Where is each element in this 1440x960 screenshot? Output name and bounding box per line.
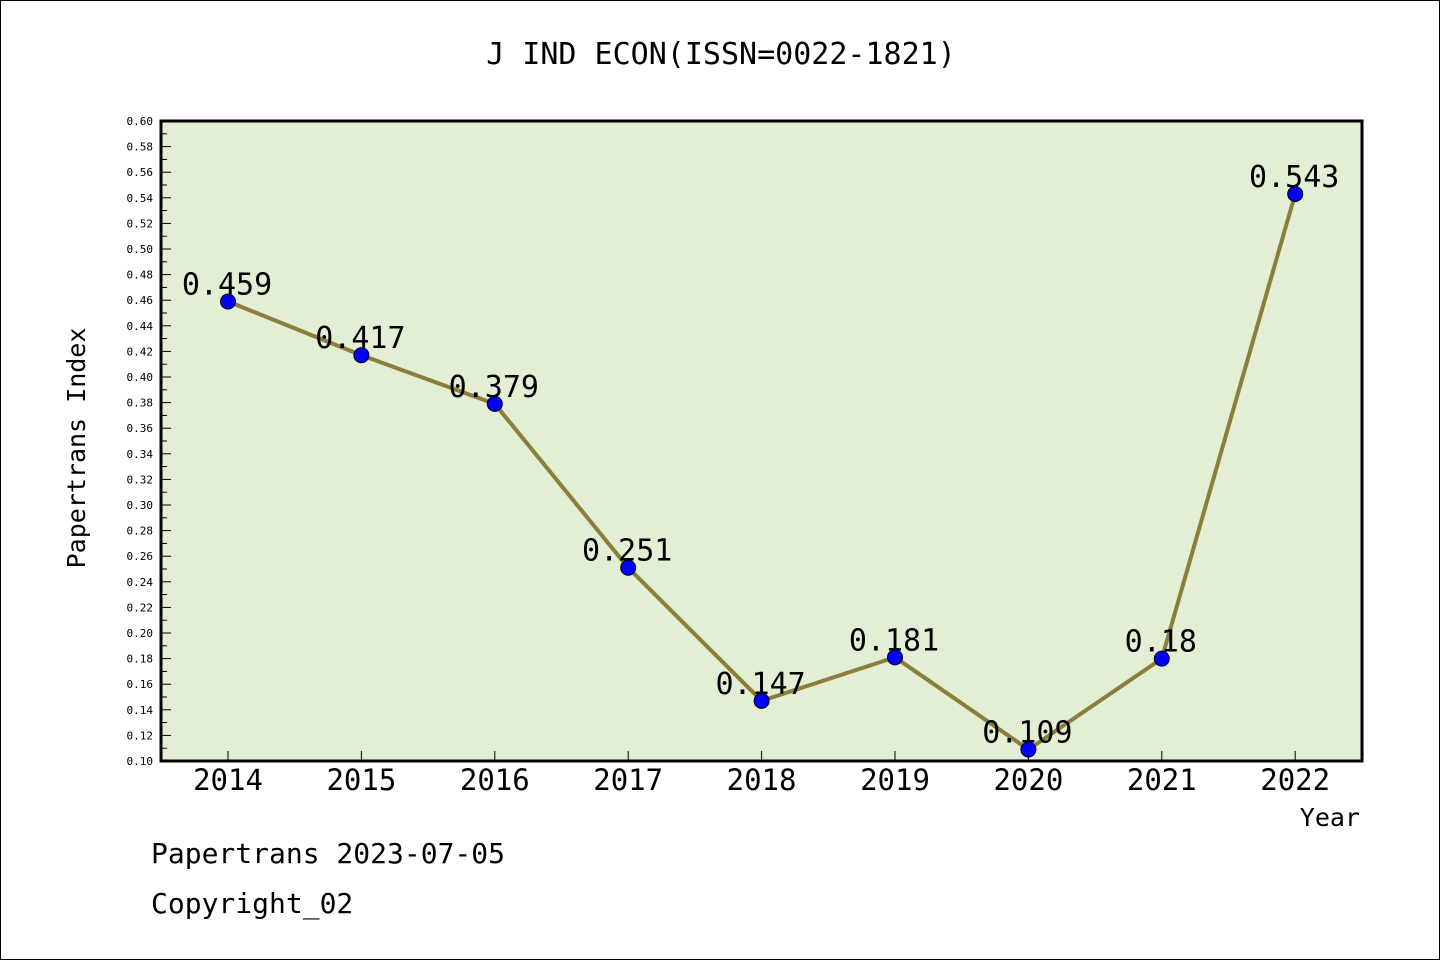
y-tick-label: 0.26 — [127, 550, 154, 563]
y-tick-label: 0.60 — [127, 115, 154, 128]
plot-frame — [159, 119, 1364, 763]
y-tick-label: 0.40 — [127, 371, 154, 384]
x-tick-label: 2021 — [1127, 763, 1197, 797]
footer-date: Papertrans 2023-07-05 — [151, 837, 506, 870]
y-tick-label: 0.30 — [127, 499, 154, 512]
x-tick-label: 2020 — [993, 763, 1063, 797]
data-point — [1287, 185, 1304, 202]
data-label: 0.543 — [1249, 160, 1339, 195]
data-label: 0.109 — [982, 715, 1072, 750]
data-point — [1020, 741, 1037, 758]
data-point — [220, 293, 236, 310]
y-tick-label: 0.12 — [127, 729, 154, 742]
y-tick-label: 0.14 — [127, 704, 154, 717]
y-tick-label: 0.54 — [127, 192, 154, 205]
data-label: 0.379 — [449, 370, 539, 405]
plot-area — [161, 121, 1362, 761]
x-tick-label: 2015 — [326, 763, 396, 797]
y-tick-label: 0.56 — [127, 166, 154, 179]
data-label: 0.147 — [715, 667, 805, 702]
data-label: 0.251 — [582, 534, 672, 569]
data-point — [1153, 650, 1170, 667]
data-label: 0.417 — [315, 321, 405, 356]
y-tick-label: 0.58 — [127, 141, 154, 154]
x-tick-label: 2022 — [1260, 763, 1330, 797]
x-tick-label: 2019 — [860, 763, 930, 797]
data-point — [620, 559, 637, 576]
y-axis-label: Papertrans Index — [62, 328, 91, 569]
y-tick-label: 0.44 — [127, 320, 154, 333]
data-point — [353, 347, 370, 364]
y-tick-label: 0.42 — [127, 345, 154, 358]
chart-title: J IND ECON(ISSN=0022-1821) — [486, 37, 956, 72]
y-tick-label: 0.28 — [127, 525, 154, 538]
x-tick-label: 2016 — [460, 763, 530, 797]
y-tick-label: 0.48 — [127, 269, 154, 282]
data-point — [753, 692, 770, 709]
y-tick-label: 0.52 — [127, 217, 154, 230]
y-tick-label: 0.32 — [127, 473, 154, 486]
y-tick-label: 0.10 — [127, 755, 154, 768]
y-tick-label: 0.18 — [127, 653, 154, 666]
y-tick-label: 0.46 — [127, 294, 154, 307]
data-point — [887, 649, 903, 666]
data-label: 0.18 — [1125, 625, 1197, 660]
x-tick-label: 2017 — [593, 763, 663, 797]
x-tick-label: 2014 — [193, 763, 263, 797]
y-tick-label: 0.20 — [127, 627, 154, 640]
y-tick-label: 0.22 — [127, 601, 154, 614]
data-label: 0.459 — [182, 267, 272, 302]
y-tick-label: 0.34 — [127, 448, 154, 461]
y-tick-label: 0.38 — [127, 397, 154, 410]
data-label: 0.181 — [849, 623, 939, 658]
x-axis-label: Year — [1300, 803, 1360, 832]
y-tick-label: 0.24 — [127, 576, 154, 589]
y-tick-label: 0.36 — [127, 422, 154, 435]
data-point — [486, 395, 503, 412]
y-tick-label: 0.16 — [127, 678, 154, 691]
y-tick-label: 0.50 — [127, 243, 154, 256]
x-tick-label: 2018 — [727, 763, 797, 797]
footer-copyright: Copyright_02 — [151, 887, 354, 920]
